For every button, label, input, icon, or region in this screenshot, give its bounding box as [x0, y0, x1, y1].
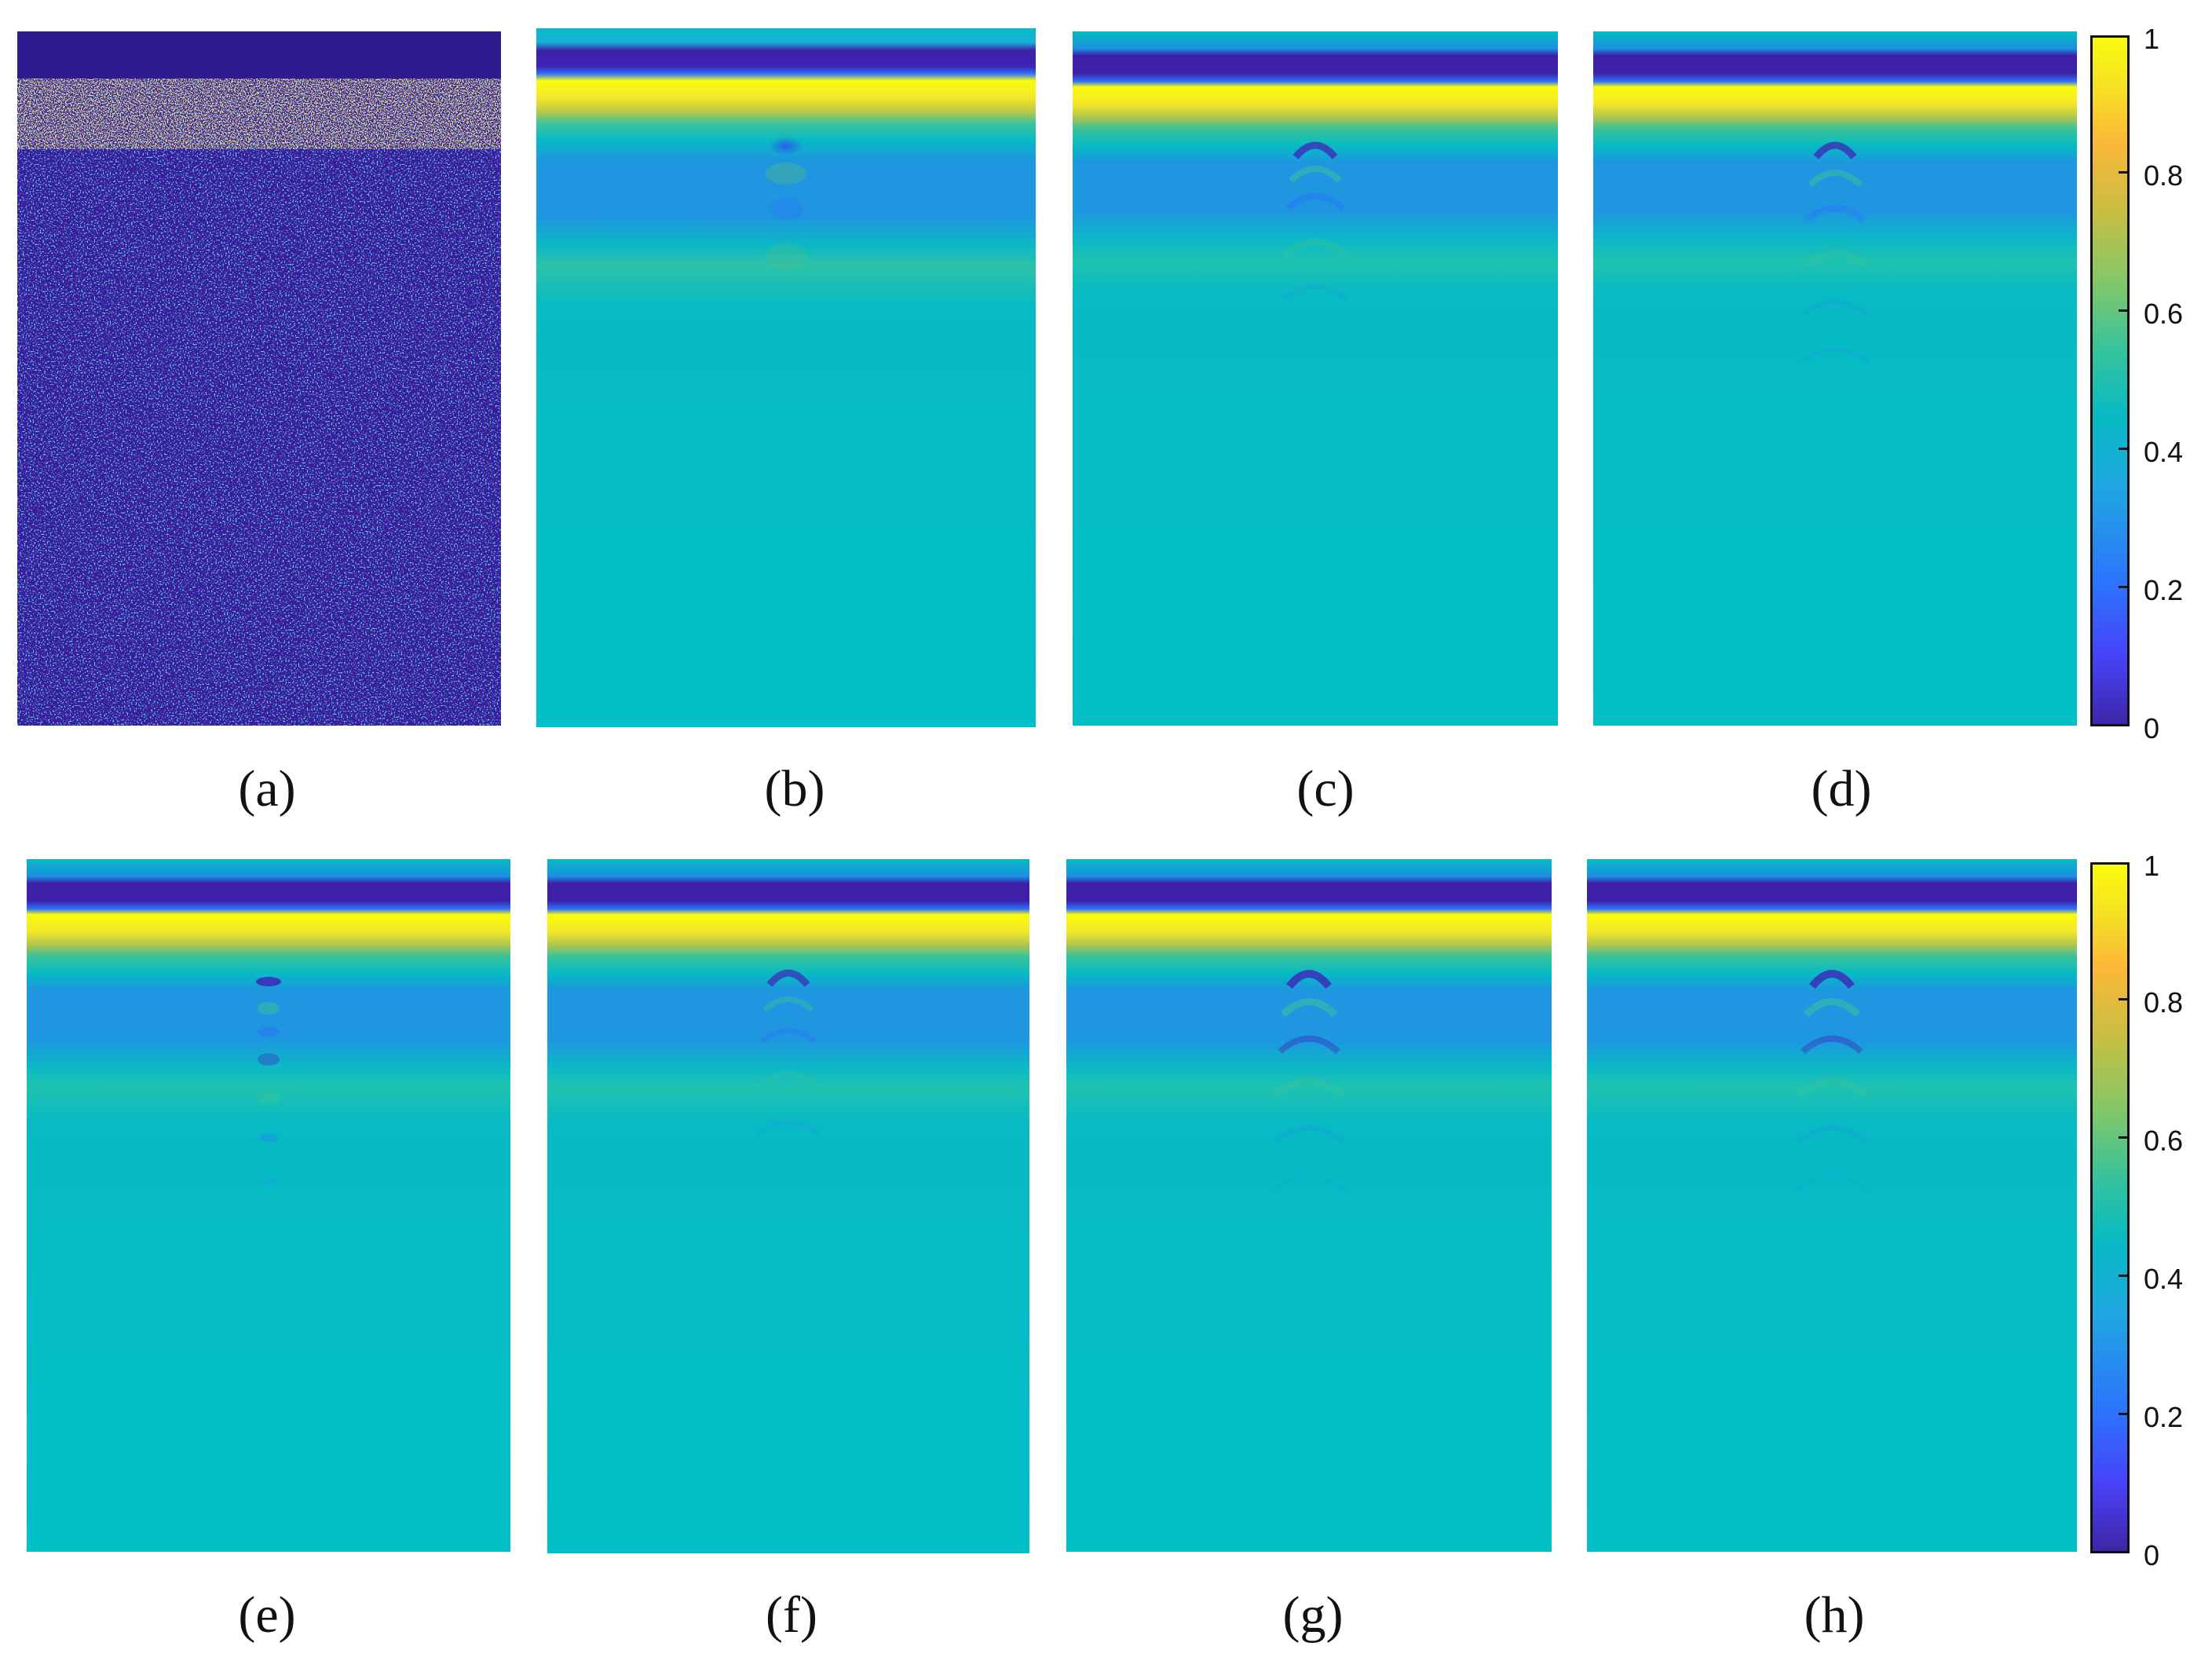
panel-d-image: [1593, 31, 2077, 726]
panel-c: [1073, 31, 1558, 726]
panel-d: [1593, 31, 2077, 726]
colorbar-top: [2090, 35, 2130, 726]
caption-g: (g): [1282, 1586, 1344, 1644]
caption-h: (h): [1804, 1586, 1865, 1644]
caption-b: (b): [764, 760, 825, 818]
panel-f-image: [547, 859, 1029, 1553]
panel-c-image: [1073, 31, 1558, 726]
colorbar-top-label-5: 1: [2144, 23, 2160, 55]
colorbar-top-tick-0: [2119, 724, 2130, 726]
colorbar-bottom-label-5: 1: [2144, 850, 2160, 882]
colorbar-bottom-label-2: 0.4: [2144, 1263, 2184, 1295]
caption-e: (e): [238, 1586, 296, 1644]
colorbar-bottom: [2090, 862, 2130, 1553]
colorbar-top-label-3: 0.6: [2144, 298, 2184, 330]
colorbar-bottom-tick-0: [2119, 1551, 2130, 1553]
panel-f: [547, 859, 1029, 1553]
colorbar-top-tick-3: [2119, 309, 2130, 312]
panel-a: [17, 31, 501, 726]
colorbar-bottom-tick-3: [2119, 1136, 2130, 1139]
colorbar-bottom-label-4: 0.8: [2144, 986, 2184, 1019]
colorbar-bottom-label-0: 0: [2144, 1539, 2160, 1571]
panel-h-image: [1587, 859, 2077, 1552]
panel-g-image: [1066, 859, 1552, 1552]
caption-f: (f): [766, 1586, 817, 1644]
colorbar-bottom-tick-1: [2119, 1413, 2130, 1415]
colorbar-top-label-1: 0.2: [2144, 574, 2184, 606]
panel-e: [27, 859, 510, 1552]
panel-h: [1587, 859, 2077, 1552]
caption-d: (d): [1811, 760, 1872, 818]
colorbar-top-tick-4: [2119, 171, 2130, 174]
panel-a-image: [17, 31, 501, 726]
caption-a: (a): [238, 760, 296, 818]
colorbar-top-label-0: 0: [2144, 712, 2160, 744]
caption-c: (c): [1296, 760, 1355, 818]
panel-g: [1066, 859, 1552, 1552]
panel-e-image: [27, 859, 510, 1552]
colorbar-top-label-4: 0.8: [2144, 159, 2184, 192]
colorbar-bottom-label-1: 0.2: [2144, 1401, 2184, 1433]
colorbar-bottom-label-3: 0.6: [2144, 1125, 2184, 1157]
panel-b: [536, 28, 1036, 727]
colorbar-top-tick-2: [2119, 448, 2130, 450]
colorbar-top-label-2: 0.4: [2144, 436, 2184, 468]
colorbar-top-tick-1: [2119, 586, 2130, 588]
colorbar-bottom-tick-2: [2119, 1275, 2130, 1277]
panel-b-image: [536, 28, 1036, 727]
colorbar-bottom-tick-4: [2119, 998, 2130, 1000]
